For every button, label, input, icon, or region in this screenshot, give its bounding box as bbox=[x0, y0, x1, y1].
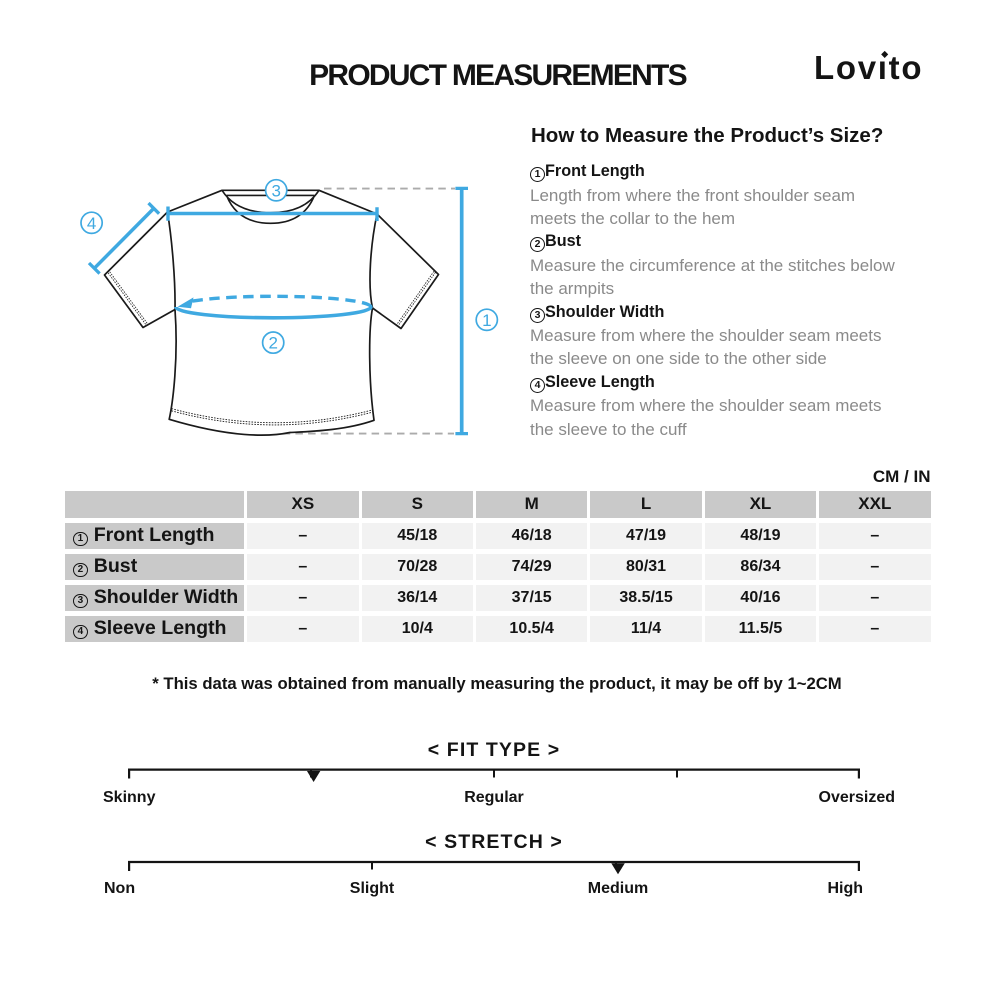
svg-text:2: 2 bbox=[268, 334, 277, 353]
svg-text:3: 3 bbox=[271, 181, 280, 200]
svg-text:4: 4 bbox=[87, 214, 96, 233]
svg-text:1: 1 bbox=[482, 311, 491, 330]
